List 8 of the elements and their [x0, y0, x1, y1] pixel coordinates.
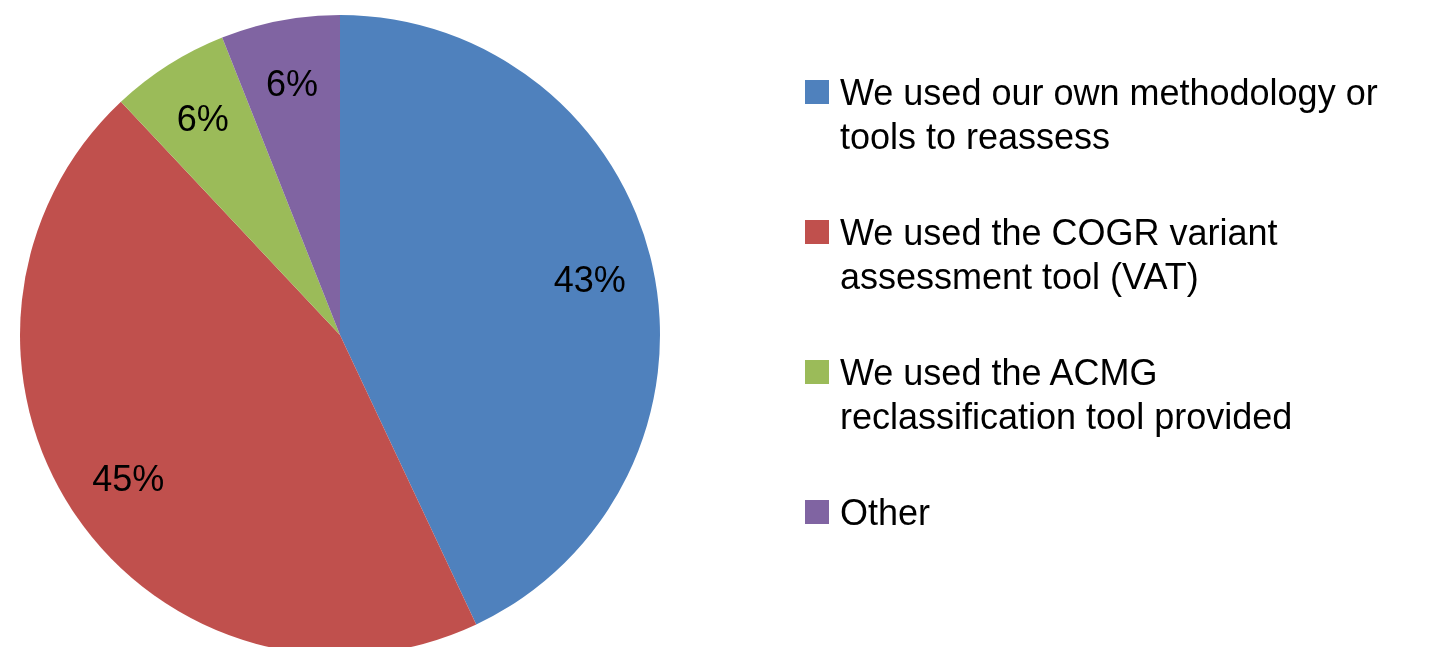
legend-label: Other: [840, 491, 931, 533]
legend-label: We used the COGR variant assessment tool (VAT): [840, 211, 1278, 297]
data-label: 6%: [266, 63, 319, 105]
data-label: 43%: [553, 258, 626, 300]
data-label: 6%: [176, 98, 229, 140]
legend-label: We used the ACMG reclassification tool provided: [840, 351, 1293, 437]
legend-label: We used our own methodology or tools to reassess: [840, 71, 1378, 157]
data-label: 45%: [92, 458, 165, 500]
